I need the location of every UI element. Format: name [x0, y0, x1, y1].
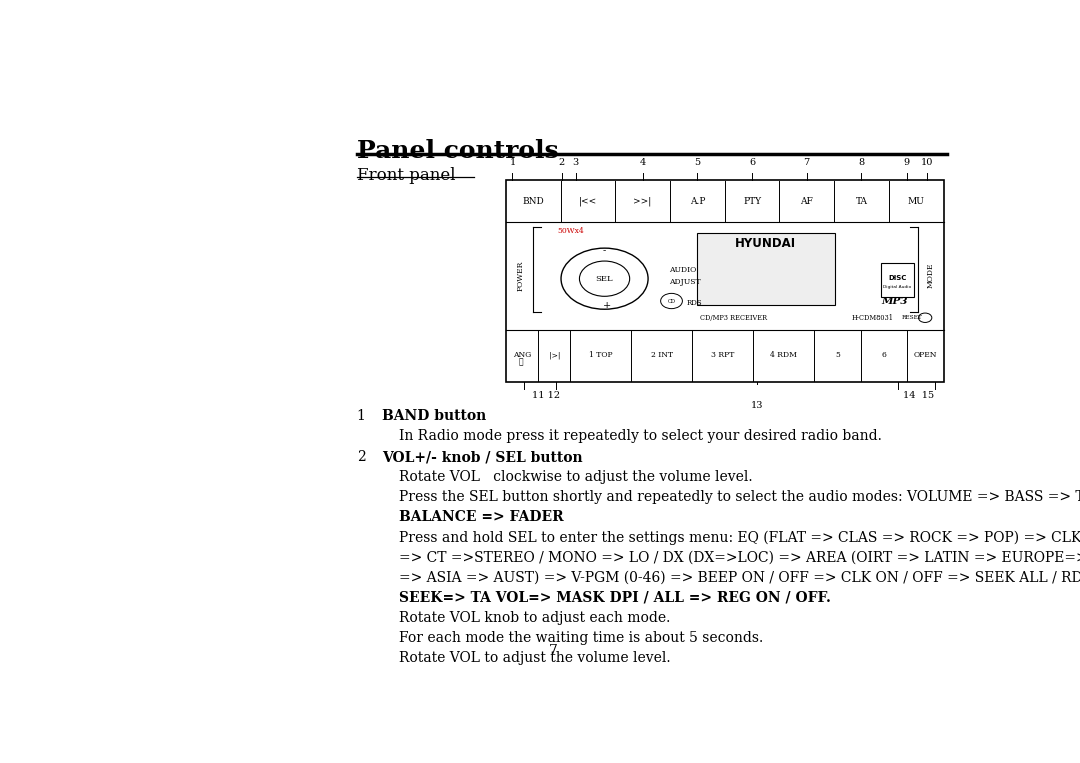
Text: 9: 9: [904, 158, 910, 166]
Text: 11 12: 11 12: [532, 391, 561, 400]
Text: Rotate VOL   clockwise to adjust the volume level.: Rotate VOL clockwise to adjust the volum…: [399, 470, 753, 485]
Text: 7: 7: [804, 158, 810, 166]
Text: BND: BND: [523, 197, 544, 206]
Bar: [697, 233, 835, 305]
Text: 1 TOP: 1 TOP: [589, 351, 612, 359]
Text: Panel controls: Panel controls: [356, 139, 558, 163]
Text: BALANCE => FADER: BALANCE => FADER: [399, 510, 564, 524]
Text: ⚿: ⚿: [518, 357, 523, 366]
Text: RESET: RESET: [902, 315, 922, 320]
Bar: [881, 263, 915, 297]
Text: 50Wx4: 50Wx4: [557, 227, 584, 236]
Text: Front panel: Front panel: [356, 167, 456, 184]
Text: 2: 2: [356, 450, 365, 464]
Text: SEEK=> TA VOL=> MASK DPI / ALL => REG ON / OFF.: SEEK=> TA VOL=> MASK DPI / ALL => REG ON…: [399, 591, 831, 605]
Text: VOL+/- knob / SEL button: VOL+/- knob / SEL button: [382, 450, 582, 464]
Text: TA: TA: [855, 197, 867, 206]
Text: HYUNDAI: HYUNDAI: [735, 237, 796, 250]
Text: 5: 5: [694, 158, 700, 166]
Text: Press the SEL button shortly and repeatedly to select the audio modes: VOLUME =>: Press the SEL button shortly and repeate…: [399, 491, 1080, 504]
Text: In Radio mode press it repeatedly to select your desired radio band.: In Radio mode press it repeatedly to sel…: [399, 429, 881, 443]
Text: 10: 10: [921, 158, 933, 166]
Text: 3 RPT: 3 RPT: [711, 351, 734, 359]
Text: 1: 1: [356, 409, 366, 423]
Text: >>|: >>|: [634, 197, 651, 207]
Text: PTY: PTY: [743, 197, 761, 206]
Text: MODE: MODE: [927, 263, 934, 288]
Text: 13: 13: [751, 401, 764, 410]
Text: CD/MP3 RECEIVER: CD/MP3 RECEIVER: [700, 314, 767, 322]
Text: ANG: ANG: [513, 351, 531, 359]
Text: DISC: DISC: [889, 275, 907, 281]
Text: POWER: POWER: [517, 260, 525, 291]
Text: BAND button: BAND button: [382, 409, 486, 423]
Text: 5: 5: [835, 351, 840, 359]
Text: AUDIO: AUDIO: [669, 266, 697, 274]
Text: => ASIA => AUST) => V-PGM (0-46) => BEEP ON / OFF => CLK ON / OFF => SEEK ALL / : => ASIA => AUST) => V-PGM (0-46) => BEEP…: [399, 571, 1080, 584]
Text: A.P: A.P: [689, 197, 705, 206]
Text: Press and hold SEL to enter the settings menu: EQ (FLAT => CLAS => ROCK => POP) : Press and hold SEL to enter the settings…: [399, 530, 1080, 545]
Text: 2 INT: 2 INT: [651, 351, 673, 359]
Text: -: -: [603, 246, 606, 255]
Text: AF: AF: [800, 197, 813, 206]
Text: Rotate VOL knob to adjust each mode.: Rotate VOL knob to adjust each mode.: [399, 611, 670, 625]
Text: ADJUST: ADJUST: [669, 278, 701, 285]
Text: 8: 8: [859, 158, 864, 166]
Text: For each mode the waiting time is about 5 seconds.: For each mode the waiting time is about …: [399, 631, 762, 645]
Text: => CT =>STEREO / MONO => LO / DX (DX=>LOC) => AREA (OIRT => LATIN => EUROPE=>USA: => CT =>STEREO / MONO => LO / DX (DX=>LO…: [399, 551, 1080, 565]
Text: 4 RDM: 4 RDM: [770, 351, 797, 359]
Text: MP3: MP3: [881, 297, 908, 306]
Text: 4: 4: [639, 158, 646, 166]
Text: OPEN: OPEN: [914, 351, 937, 359]
Text: |>|: |>|: [549, 351, 561, 359]
Bar: [505, 179, 944, 382]
Text: |<<: |<<: [579, 197, 597, 207]
Text: 1: 1: [510, 158, 515, 166]
Text: 2: 2: [558, 158, 565, 166]
Text: Digital Audio: Digital Audio: [883, 285, 912, 288]
Text: 14  15: 14 15: [903, 391, 934, 400]
Text: +: +: [603, 301, 611, 311]
Text: 6: 6: [881, 351, 887, 359]
Text: CD: CD: [667, 298, 675, 304]
Text: H-CDM8031: H-CDM8031: [851, 314, 893, 322]
Text: MU: MU: [908, 197, 924, 206]
Text: 6: 6: [748, 158, 755, 166]
Text: RDS: RDS: [687, 299, 702, 307]
Text: SEL: SEL: [596, 275, 613, 282]
Text: 3: 3: [572, 158, 579, 166]
Text: Rotate VOL to adjust the volume level.: Rotate VOL to adjust the volume level.: [399, 651, 671, 665]
Text: 7: 7: [549, 644, 558, 658]
